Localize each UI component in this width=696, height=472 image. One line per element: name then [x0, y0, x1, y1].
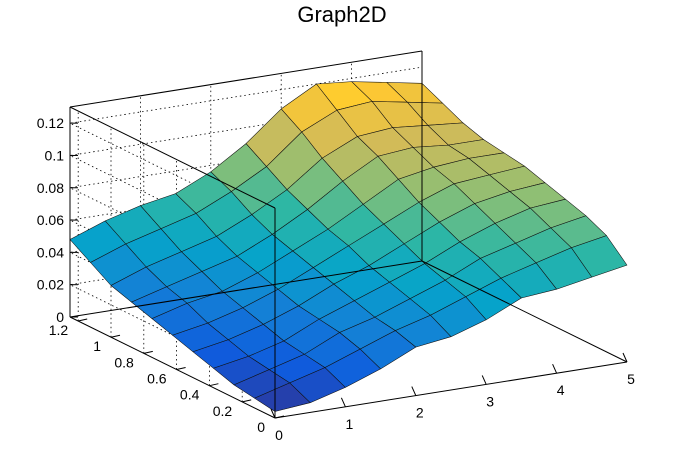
z-tick-label: 0.06 — [37, 212, 64, 228]
chart-title: Graph2D — [297, 2, 386, 27]
z-tick-label: 0.04 — [37, 244, 64, 260]
z-tick-label: 0.08 — [37, 180, 64, 196]
z-axis: 0 0.02 0.04 0.06 0.08 0.1 0.12 — [37, 115, 78, 325]
y-tick — [242, 399, 252, 403]
x-tick — [552, 363, 558, 374]
y-tick-label: 0 — [257, 419, 265, 435]
y-tick-label: 0.6 — [147, 371, 167, 387]
x-tick — [270, 408, 276, 419]
frame-edge — [69, 50, 423, 108]
y-axis: 0 0.2 0.4 0.6 0.8 1 1.2 — [49, 318, 285, 435]
frame-edge — [274, 361, 628, 419]
x-tick — [340, 397, 346, 408]
x-tick-label: 5 — [627, 371, 635, 387]
y-tick — [209, 383, 219, 387]
y-tick — [143, 350, 153, 354]
x-tick-label: 3 — [486, 393, 494, 409]
z-tick-label: 0.1 — [45, 147, 65, 163]
x-tick-label: 2 — [416, 405, 424, 421]
y-tick — [110, 334, 121, 338]
x-axis: 0 1 2 3 4 5 — [270, 352, 635, 443]
frame-edge — [69, 106, 276, 209]
y-tick-label: 0.4 — [180, 387, 200, 403]
y-tick-label: 1 — [93, 338, 101, 354]
y-tick-label: 1.2 — [49, 322, 69, 338]
surface-facet — [254, 382, 311, 412]
frame-edge — [69, 316, 276, 419]
y-tick-label: 0.2 — [213, 403, 233, 419]
x-tick — [622, 352, 628, 363]
x-tick — [411, 386, 417, 396]
y-tick — [78, 318, 88, 322]
x-tick — [481, 375, 487, 385]
z-tick-label: 0 — [56, 309, 64, 325]
y-tick — [176, 367, 186, 371]
frame-edge — [421, 260, 628, 363]
y-tick-label: 0.8 — [114, 354, 134, 370]
x-tick-label: 1 — [346, 416, 354, 432]
axis-frame — [69, 50, 628, 419]
x-tick-label: 4 — [557, 382, 565, 398]
z-tick-label: 0.02 — [37, 277, 64, 293]
surface-mesh — [69, 81, 628, 412]
y-tick — [274, 415, 285, 419]
frame-edge — [69, 260, 423, 318]
x-tick-label: 0 — [275, 427, 283, 443]
z-tick-label: 0.12 — [37, 115, 64, 131]
